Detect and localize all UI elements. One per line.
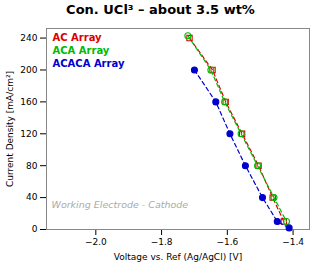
- svg-text:−2.0: −2.0: [85, 237, 107, 247]
- svg-text:200: 200: [20, 65, 37, 75]
- svg-text:160: 160: [20, 97, 37, 107]
- svg-text:−1.6: −1.6: [216, 237, 238, 247]
- svg-text:80: 80: [26, 161, 38, 171]
- svg-text:−1.8: −1.8: [151, 237, 173, 247]
- svg-text:AC Array: AC Array: [53, 32, 103, 43]
- svg-text:120: 120: [20, 129, 37, 139]
- svg-text:Working Electrode - Cathode: Working Electrode - Cathode: [52, 199, 189, 210]
- svg-text:Current Density [mA/cm²]: Current Density [mA/cm²]: [5, 71, 15, 187]
- svg-text:−1.4: −1.4: [282, 237, 304, 247]
- svg-text:Voltage vs. Ref (Ag/AgCl) [V]: Voltage vs. Ref (Ag/AgCl) [V]: [114, 252, 242, 262]
- svg-text:0: 0: [32, 224, 38, 234]
- svg-text:40: 40: [26, 192, 38, 202]
- html-text:Con. UCl³ – about 3.5 wt%: Con. UCl³ – about 3.5 wt%: [66, 2, 255, 17]
- svg-text:ACA Array: ACA Array: [53, 45, 110, 56]
- svg-text:240: 240: [20, 33, 37, 43]
- svg-text:ACACA Array: ACACA Array: [53, 58, 125, 69]
